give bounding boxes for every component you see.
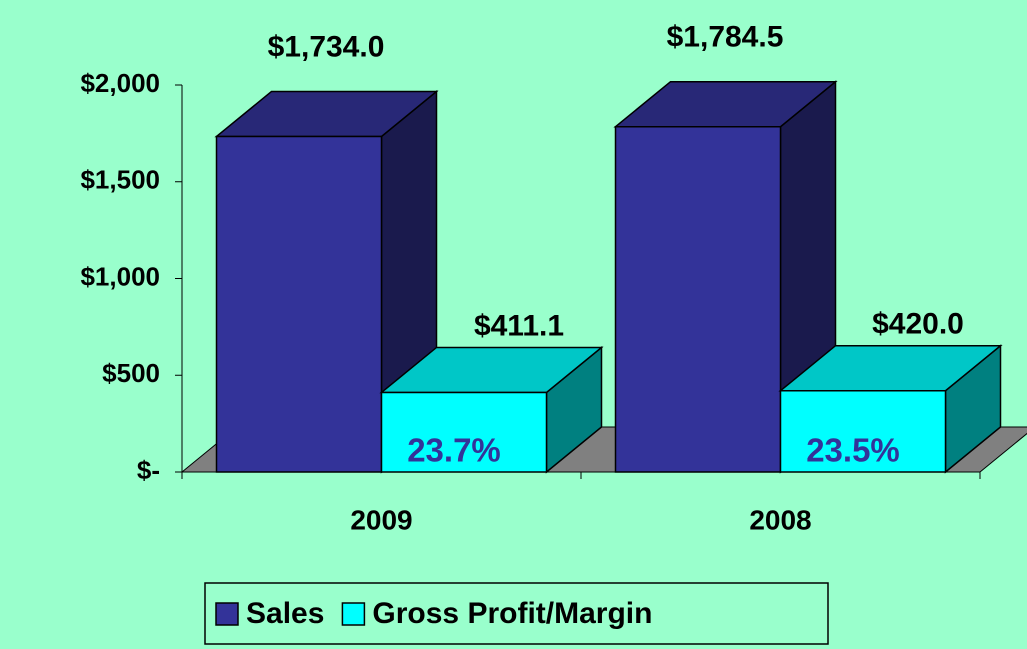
legend-label: Gross Profit/Margin: [372, 597, 652, 630]
data-label: $1,784.5: [667, 21, 784, 54]
bar-front: [614, 125, 782, 473]
legend-swatch: [341, 602, 366, 626]
annotation: 23.7%: [407, 432, 501, 469]
y-tick-label: $500: [102, 358, 160, 388]
data-label: $420.0: [872, 308, 964, 341]
data-label: $1,734.0: [268, 30, 385, 63]
bar-front: [380, 391, 548, 473]
y-tick-label: $1,500: [80, 165, 160, 195]
y-tick-label: $1,000: [80, 261, 160, 291]
x-tick-label: 2009: [350, 504, 412, 535]
x-tick-label: 2008: [749, 504, 811, 535]
bar: [379, 345, 604, 474]
y-tick-label: $-: [137, 455, 160, 485]
legend-box: [204, 582, 829, 645]
data-label: $411.1: [474, 309, 564, 342]
y-tick-label: $2,000: [80, 68, 160, 98]
annotation: 23.5%: [806, 432, 900, 469]
bar-front: [779, 389, 947, 473]
bar: [778, 344, 1003, 474]
bar-front: [215, 135, 383, 473]
legend-swatch: [215, 602, 239, 626]
legend-label: Sales: [246, 597, 324, 630]
